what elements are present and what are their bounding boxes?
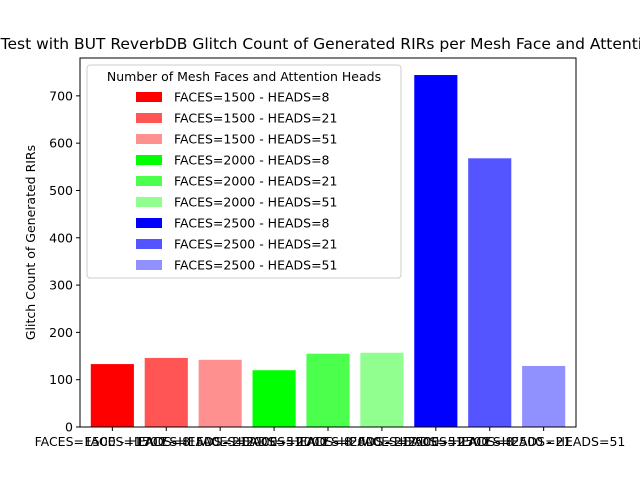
y-axis-label: Glitch Count of Generated RIRs xyxy=(23,145,38,340)
legend-swatch xyxy=(136,113,162,123)
x-tick-label: FACES=1500 - HEADS=8 xyxy=(35,434,191,449)
legend-entry: FACES=2500 - HEADS=8 xyxy=(174,216,330,231)
y-tick-label: 500 xyxy=(49,183,73,198)
bar xyxy=(522,365,566,427)
legend-items: FACES=1500 - HEADS=8 FACES=1500 - HEADS=2… xyxy=(136,90,337,273)
y-tick-label: 400 xyxy=(49,230,73,245)
x-tick-label: FACES=2500 - HEADS=21 xyxy=(408,434,571,449)
legend-entry: FACES=2000 - HEADS=21 xyxy=(174,174,337,189)
plot-frame xyxy=(79,57,577,428)
y-axis: 0 100 200 300 400 500 600 700 xyxy=(49,88,80,435)
bars-group xyxy=(90,75,566,428)
bar xyxy=(144,357,188,427)
x-tick-label: FACES=1500 - HEADS=51 xyxy=(138,434,301,449)
legend-entry: FACES=1500 - HEADS=51 xyxy=(174,132,337,147)
legend-title: Number of Mesh Faces and Attention Heads xyxy=(107,69,381,84)
legend-swatch xyxy=(136,260,162,270)
bar xyxy=(468,158,512,428)
legend-entry: FACES=2000 - HEADS=8 xyxy=(174,153,330,168)
x-tick-label: FACES=2000 - HEADS=51 xyxy=(300,434,463,449)
bar xyxy=(360,352,404,427)
y-tick-label: 600 xyxy=(49,136,73,151)
y-tick-label: 0 xyxy=(65,420,73,435)
y-tick-label: 700 xyxy=(49,88,73,103)
bar xyxy=(198,359,242,427)
x-tick-label: FACES=2500 - HEADS=8 xyxy=(358,434,514,449)
legend: Number of Mesh Faces and Attention Heads… xyxy=(86,64,402,279)
bar xyxy=(414,75,458,427)
x-tick-label: FACES=2500 - HEADS=51 xyxy=(462,434,625,449)
y-tick-label: 100 xyxy=(49,372,73,387)
bar xyxy=(252,370,296,427)
legend-entry: FACES=1500 - HEADS=21 xyxy=(174,111,337,126)
legend-swatch xyxy=(136,92,162,102)
bar xyxy=(306,353,350,427)
legend-entry: FACES=2500 - HEADS=51 xyxy=(174,258,337,273)
legend-swatch xyxy=(136,218,162,228)
legend-swatch xyxy=(136,134,162,144)
legend-swatch xyxy=(136,155,162,165)
legend-swatch xyxy=(136,197,162,207)
x-tick-label: FACES=2000 - HEADS=21 xyxy=(246,434,409,449)
legend-entry: FACES=1500 - HEADS=8 xyxy=(174,90,330,105)
legend-swatch xyxy=(136,176,162,186)
legend-swatch xyxy=(136,239,162,249)
legend-entry: FACES=2000 - HEADS=51 xyxy=(174,195,337,210)
chart-title: IEMOCAP Test with BUT ReverbDB Glitch Co… xyxy=(0,35,640,53)
legend-frame xyxy=(86,64,402,279)
y-tick-label: 300 xyxy=(49,278,73,293)
y-tick-label: 200 xyxy=(49,325,73,340)
x-tick-label: FACES=1500 - HEADS=21 xyxy=(85,434,248,449)
bar xyxy=(90,364,134,427)
legend-entry: FACES=2500 - HEADS=21 xyxy=(174,237,337,252)
x-tick-label: FACES=2000 - HEADS=8 xyxy=(196,434,352,449)
